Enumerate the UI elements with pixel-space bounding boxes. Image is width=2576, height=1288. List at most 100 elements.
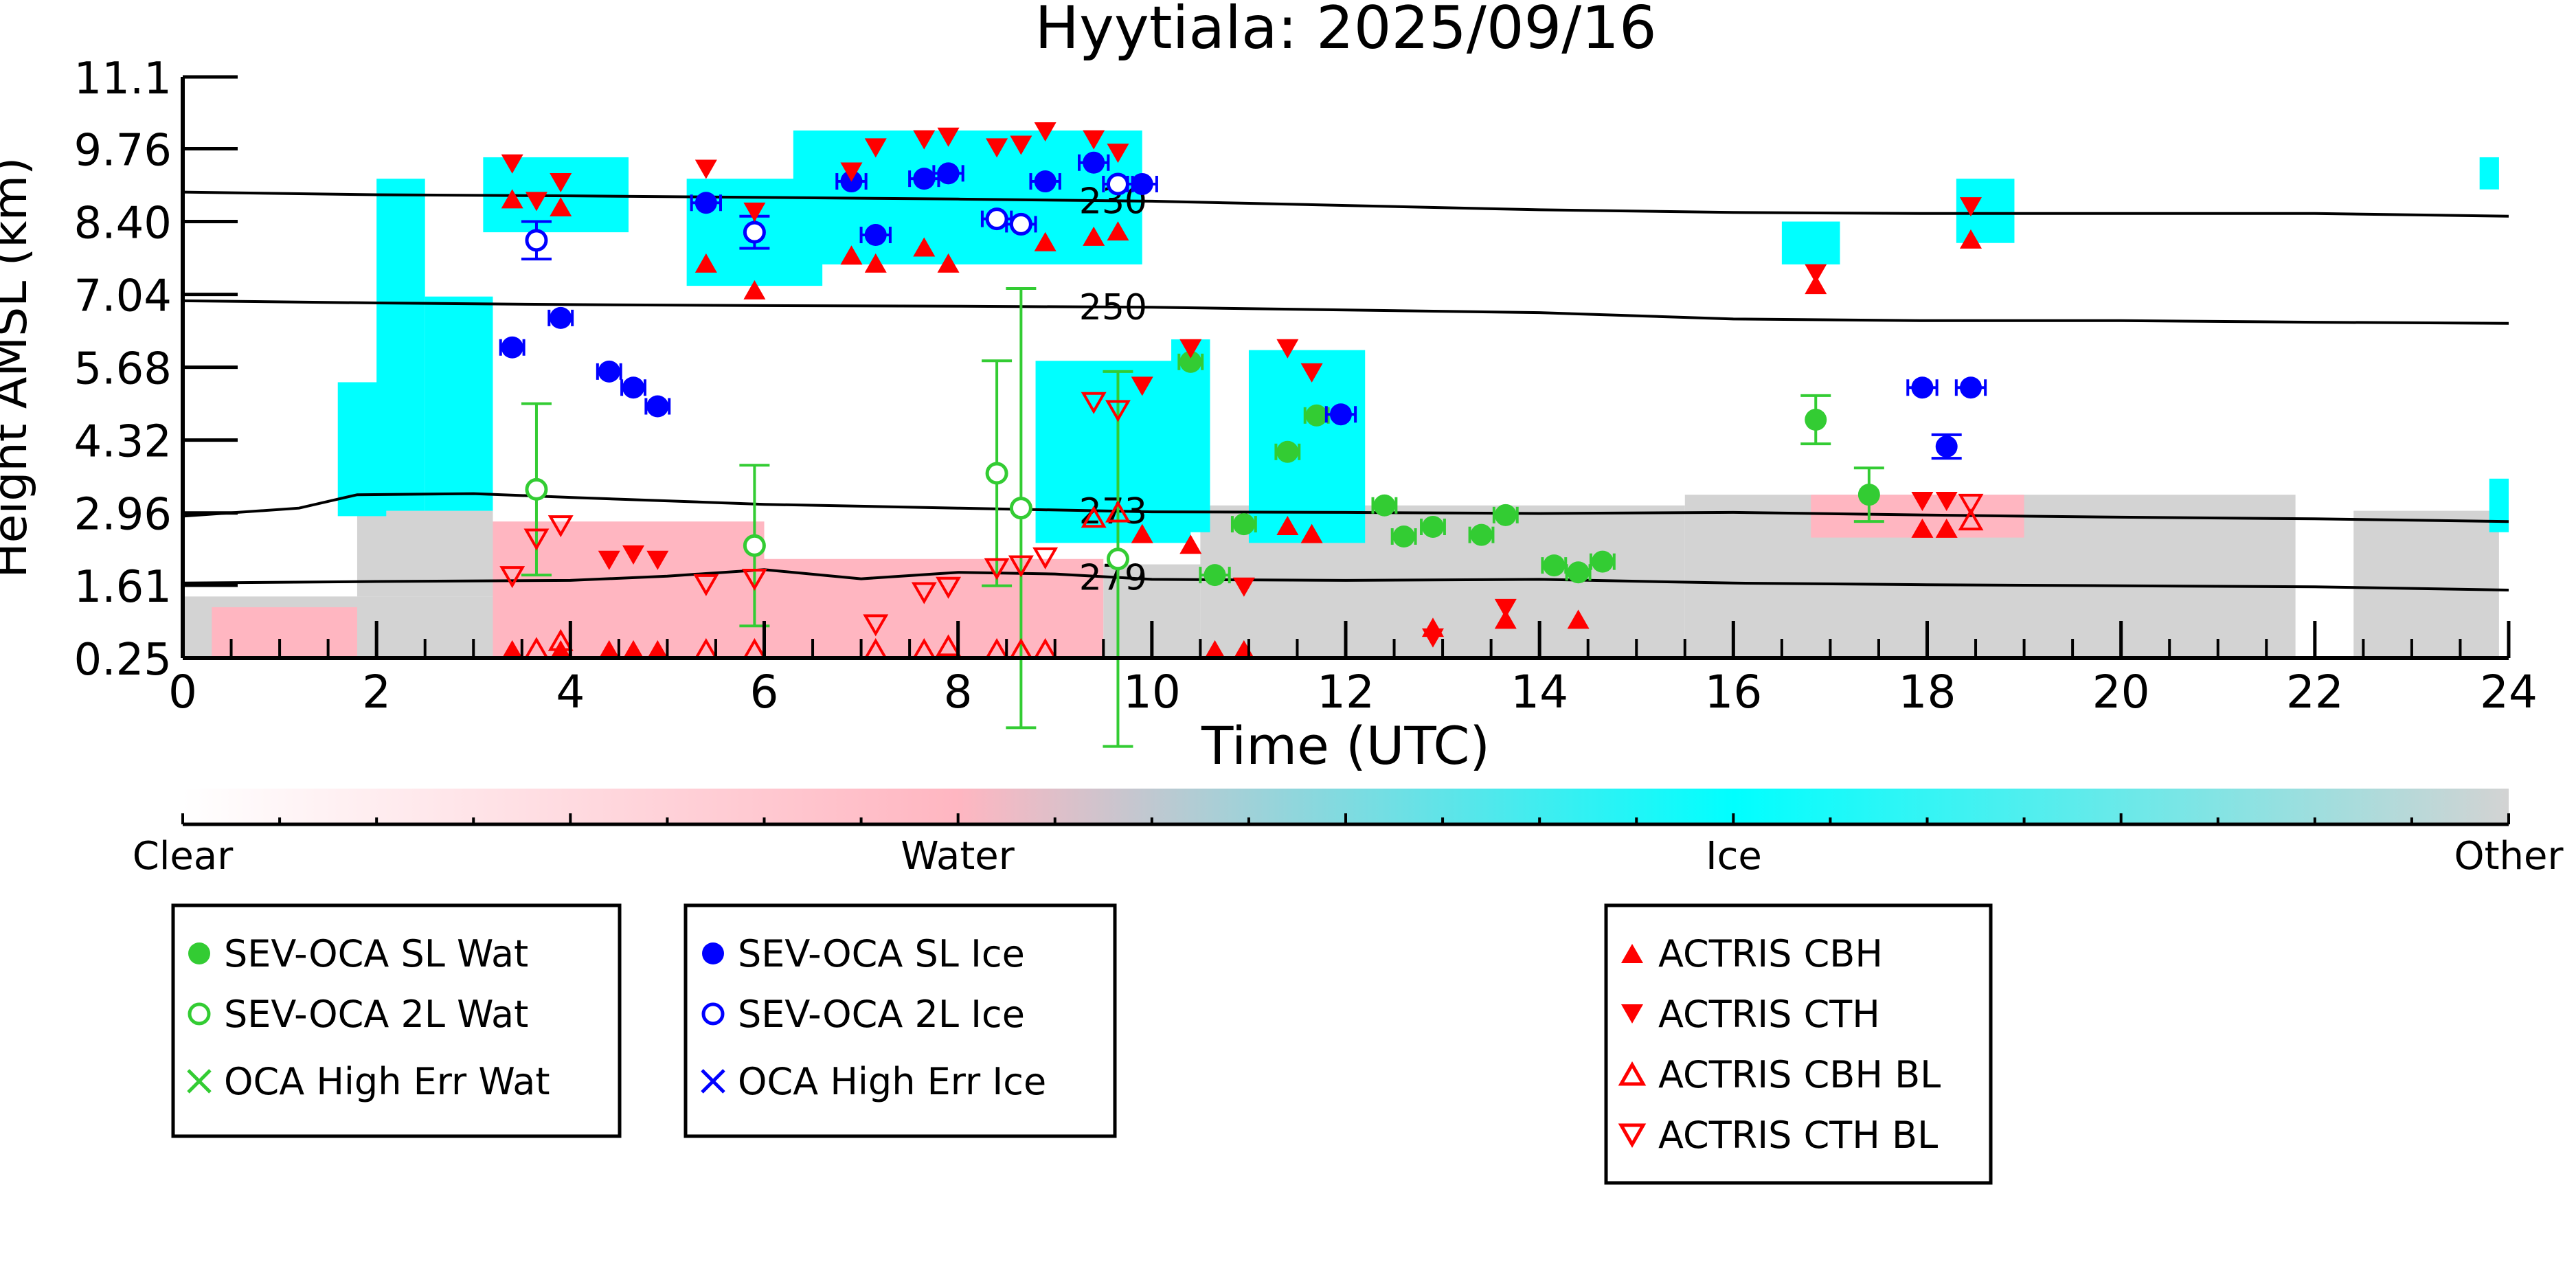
- marker: [1911, 518, 1934, 538]
- y-tick-label: 1.61: [74, 562, 172, 613]
- actris-cth-point: [646, 550, 669, 570]
- marker: [550, 197, 572, 217]
- marker: [550, 173, 572, 193]
- x-tick-label: 16: [1704, 666, 1762, 719]
- x-tick-label: 10: [1123, 666, 1181, 719]
- marker: [1329, 403, 1352, 426]
- marker: [694, 192, 717, 214]
- actris-cbh-point: [1107, 221, 1129, 241]
- actris-cth-point: [1276, 339, 1299, 359]
- x-tick-label: 12: [1317, 666, 1375, 719]
- isotherm-label-250: 250: [1079, 287, 1147, 328]
- actris-cth-point: [1421, 628, 1444, 648]
- actris-cbh-point: [1494, 609, 1517, 629]
- marker: [1034, 122, 1057, 142]
- actris-cbh-point: [1300, 523, 1323, 543]
- series-actris-cbh-bl: [523, 500, 1984, 660]
- actris-cth-point: [864, 138, 887, 158]
- marker: [1494, 609, 1517, 629]
- marker: [1106, 172, 1129, 196]
- marker: [1300, 523, 1323, 543]
- actris-cth-bl-point: [693, 574, 719, 596]
- legend-sl-ice-label: SEV-OCA SL Ice: [738, 932, 1025, 975]
- legend-water-frame: [171, 903, 622, 1138]
- marker: [937, 253, 960, 273]
- actris-cbh-bl-point: [1958, 508, 1984, 531]
- marker: [1008, 555, 1034, 578]
- sev-oca-sl-wat-point: [1390, 526, 1417, 548]
- marker: [1958, 493, 1984, 516]
- marker: [1131, 523, 1153, 543]
- y-tick-label: 4.32: [74, 417, 172, 468]
- sev-oca-sl-ice-point: [859, 224, 892, 247]
- isotherm-230: [183, 190, 2509, 218]
- actris-cth-bl-point: [1958, 493, 1984, 516]
- actris-cbh-point: [1805, 275, 1827, 295]
- actris-cth-point: [1131, 376, 1153, 396]
- marker: [936, 634, 962, 657]
- marker: [840, 162, 863, 182]
- actris-cth-point: [1805, 264, 1827, 284]
- marker: [1179, 534, 1202, 554]
- marker: [1083, 130, 1105, 150]
- sev-oca-sl-ice-point: [1931, 433, 1962, 460]
- marker: [743, 280, 766, 300]
- actris-cth-point: [1935, 491, 1958, 511]
- marker: [1543, 554, 1566, 577]
- actris-cth-bl-point: [1081, 392, 1107, 414]
- marker: [1105, 400, 1131, 422]
- actris-cbh-bl-point: [936, 634, 962, 657]
- actris-cth-bl-point: [523, 528, 550, 551]
- marker: [1204, 640, 1226, 659]
- actris-cth-bl-point: [936, 576, 962, 599]
- marker: [646, 395, 669, 418]
- legend-2l-wat-label: SEV-OCA 2L Wat: [224, 993, 528, 1036]
- legend-high-err-ice-marker: [701, 1069, 725, 1094]
- x-tick-label: 2: [362, 666, 391, 719]
- actris-cth-bl-point: [911, 582, 937, 605]
- marker: [1034, 231, 1057, 251]
- marker: [1034, 170, 1057, 193]
- actris-cth-point: [1300, 363, 1323, 383]
- marker: [1179, 350, 1202, 373]
- marker: [1494, 598, 1517, 618]
- marker: [1567, 561, 1590, 584]
- marker: [1591, 550, 1614, 573]
- x-tick-label: 24: [2480, 666, 2538, 719]
- actris-cth-bl-point: [984, 558, 1010, 580]
- marker: [1107, 144, 1129, 163]
- marker: [1276, 440, 1299, 463]
- actris-cth-point: [1911, 491, 1934, 511]
- marker: [1494, 504, 1517, 526]
- series-actris-cth-bl: [499, 392, 1984, 637]
- actris-cth-bl-point: [863, 614, 889, 637]
- legend-2l-ice-marker: [701, 1002, 725, 1026]
- sev-oca-sl-wat-point: [1589, 550, 1616, 573]
- sev-oca-sl-ice-point: [908, 168, 940, 190]
- marker: [646, 550, 669, 570]
- actris-cth-point: [937, 127, 960, 147]
- marker: [936, 576, 962, 599]
- actris-cbh-point: [501, 640, 523, 659]
- actris-cbh-point: [1911, 518, 1934, 538]
- marker: [1131, 172, 1153, 195]
- marker: [937, 162, 960, 185]
- legend-sl-wat-marker: [188, 942, 210, 964]
- marker: [1081, 392, 1107, 414]
- sev-oca-sl-wat-point: [1492, 504, 1519, 526]
- marker: [622, 640, 645, 659]
- marker: [1421, 628, 1444, 648]
- actris-cbh-point: [1276, 515, 1299, 535]
- region-ice-19: [1781, 221, 1840, 264]
- sev-oca-sl-ice-point: [690, 192, 723, 214]
- marker: [1204, 564, 1226, 587]
- marker: [694, 159, 717, 179]
- marker: [694, 253, 717, 273]
- actris-cbh-point: [646, 640, 669, 659]
- legend-cbh-marker: [1621, 944, 1643, 963]
- series-sev-oca-sl-wat: [1177, 350, 1884, 587]
- marker: [598, 360, 620, 383]
- x-tick-label: 14: [1511, 666, 1568, 719]
- sev-oca-sl-wat-point: [1853, 466, 1884, 523]
- legend-high-err-wat-marker: [187, 1069, 212, 1094]
